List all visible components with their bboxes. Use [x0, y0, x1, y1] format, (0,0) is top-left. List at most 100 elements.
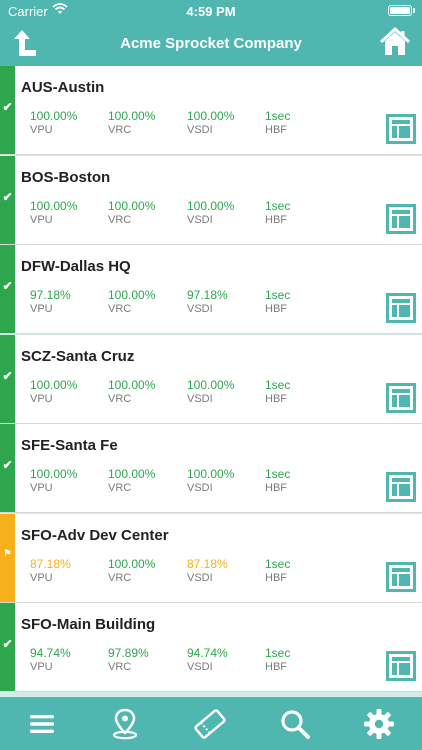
metric-vsdi-value: 100.00% [187, 109, 235, 123]
metric-vsdi: 97.18% VSDI [187, 288, 265, 315]
status-ok-indicator: ✔ [0, 155, 15, 244]
home-icon[interactable] [380, 27, 410, 57]
map-pin-icon[interactable] [108, 708, 142, 740]
metric-vpu-label: VPU [30, 213, 53, 226]
metric-vrc-value: 100.00% [108, 198, 156, 213]
dashboard-layout-icon[interactable] [386, 203, 416, 234]
dashboard-layout-icon[interactable] [386, 472, 416, 502]
site-row[interactable]: ✔ DFW-Dallas HQ 97.18% VPU 100.00% VRC 97.18% V… [0, 245, 422, 334]
page-title: Acme Sprocket Company [120, 35, 302, 52]
site-row[interactable]: ⚑ SFO-Adv Dev Center 87.18% VPU 100.00% VRC 87… [0, 513, 422, 603]
metric-hbf-value: 1sec [265, 646, 291, 660]
menu-icon[interactable] [25, 708, 59, 740]
metric-vrc: 100.00% VRC [108, 288, 186, 315]
metric-hbf: 1sec HBF [265, 288, 343, 315]
site-row[interactable]: ✔ BOS-Boston 100.00% VPU 100.00% VRC 100.00% VS… [0, 155, 422, 245]
carrier-label: Carrier [8, 4, 48, 19]
metric-vpu-value: 100.00% [30, 109, 78, 123]
metric-vsdi-value: 100.00% [187, 377, 235, 392]
metric-vrc: 100.00% VRC [108, 109, 186, 136]
dashboard-layout-icon[interactable] [386, 651, 416, 681]
metric-vpu-label: VPU [30, 482, 53, 494]
metric-vsdi: 100.00% VSDI [187, 199, 265, 226]
metric-vrc-label: VRC [108, 303, 132, 315]
metric-hbf-value: 1sec [265, 288, 291, 302]
metric-hbf-label: HBF [265, 124, 287, 136]
dashboard-layout-icon[interactable] [386, 114, 416, 144]
site-row[interactable]: ✔ SFE-Santa Fe 100.00% VPU 100.00% VRC 100.00%… [0, 424, 422, 513]
status-ok-indicator: ✔ [0, 245, 15, 333]
metric-hbf: 1sec HBF [265, 646, 343, 673]
metric-vpu-value: 100.00% [30, 198, 78, 213]
metric-vrc-label: VRC [108, 213, 132, 226]
metric-vpu-value: 94.74% [30, 646, 71, 660]
ticket-icon[interactable] [193, 708, 227, 740]
site-name: SCZ-Santa Cruz [21, 347, 135, 365]
checkmark-icon: ✔ [2, 637, 13, 651]
metric-vpu: 94.74% VPU [30, 646, 108, 673]
dashboard-layout-icon[interactable] [386, 293, 416, 323]
metric-vsdi: 87.18% VSDI [187, 557, 265, 584]
metric-vsdi-label: VSDI [187, 213, 213, 226]
metric-vsdi-value: 94.74% [187, 646, 228, 660]
site-name: SFO-Adv Dev Center [21, 526, 169, 544]
metric-vrc-value: 100.00% [108, 288, 156, 302]
metric-hbf-label: HBF [265, 571, 287, 584]
metric-vpu-value: 87.18% [30, 556, 71, 571]
search-icon[interactable] [278, 708, 312, 740]
metric-vsdi: 100.00% VSDI [187, 109, 265, 136]
metric-vsdi-label: VSDI [187, 571, 213, 584]
status-warning-indicator: ⚑ [0, 513, 15, 602]
gear-icon[interactable] [362, 708, 396, 740]
metric-vrc-label: VRC [108, 124, 132, 136]
metric-vpu-label: VPU [30, 303, 53, 315]
metric-vrc: 100.00% VRC [108, 378, 186, 405]
metric-vpu-label: VPU [30, 571, 53, 584]
metric-vrc-value: 97.89% [108, 646, 149, 660]
metric-vrc: 100.00% VRC [108, 557, 186, 584]
status-ok-indicator: ✔ [0, 66, 15, 154]
metric-hbf-label: HBF [265, 482, 287, 494]
metric-vrc-label: VRC [108, 482, 132, 494]
dashboard-layout-icon[interactable] [386, 382, 416, 413]
site-row[interactable]: ✔ AUS-Austin 100.00% VPU 100.00% VRC 100.00% VS… [0, 66, 422, 155]
site-name: AUS-Austin [21, 79, 105, 96]
metric-vsdi-value: 97.18% [187, 288, 228, 302]
status-ok-indicator: ✔ [0, 334, 15, 423]
metric-vsdi-label: VSDI [187, 303, 213, 315]
metric-vsdi-label: VSDI [187, 482, 213, 494]
site-name: SFE-Santa Fe [21, 437, 118, 454]
metric-vsdi-label: VSDI [187, 124, 213, 136]
battery-icon [388, 5, 415, 16]
metric-hbf: 1sec HBF [265, 467, 343, 494]
dashboard-layout-icon[interactable] [386, 561, 416, 592]
metric-vpu: 100.00% VPU [30, 109, 108, 136]
metric-hbf: 1sec HBF [265, 109, 343, 136]
status-ok-indicator: ✔ [0, 603, 15, 691]
metric-vrc-label: VRC [108, 392, 132, 405]
metric-hbf-label: HBF [265, 661, 287, 673]
metric-vpu-value: 100.00% [30, 467, 78, 481]
site-row[interactable]: ✔ SCZ-Santa Cruz 100.00% VPU 100.00% VRC 100.0… [0, 334, 422, 424]
status-ok-indicator: ✔ [0, 424, 15, 512]
metric-vrc-value: 100.00% [108, 109, 156, 123]
flag-icon: ⚑ [3, 547, 12, 558]
site-row[interactable]: ✔ SFO-Main Building 94.74% VPU 97.89% VRC 94.7… [0, 603, 422, 692]
site-name: BOS-Boston [21, 168, 111, 186]
metric-vpu: 100.00% VPU [30, 467, 108, 494]
metric-vpu: 87.18% VPU [30, 557, 108, 584]
metric-vsdi: 100.00% VSDI [187, 378, 265, 405]
metric-vpu: 100.00% VPU [30, 199, 108, 226]
metric-vpu: 97.18% VPU [30, 288, 108, 315]
upload-arrow-icon[interactable] [12, 28, 38, 58]
metric-hbf-label: HBF [265, 392, 287, 405]
clock-time: 4:59 PM [186, 4, 236, 19]
site-list[interactable]: ✔ AUS-Austin 100.00% VPU 100.00% VRC 100.00% VS… [0, 66, 422, 697]
metric-hbf-label: HBF [265, 213, 287, 226]
metric-vsdi-value: 100.00% [187, 467, 235, 481]
metric-hbf: 1sec HBF [265, 199, 343, 226]
site-name: DFW-Dallas HQ [21, 258, 131, 275]
metric-hbf-value: 1sec [265, 377, 291, 392]
metric-hbf-value: 1sec [265, 556, 291, 571]
metric-vrc-value: 100.00% [108, 377, 156, 392]
